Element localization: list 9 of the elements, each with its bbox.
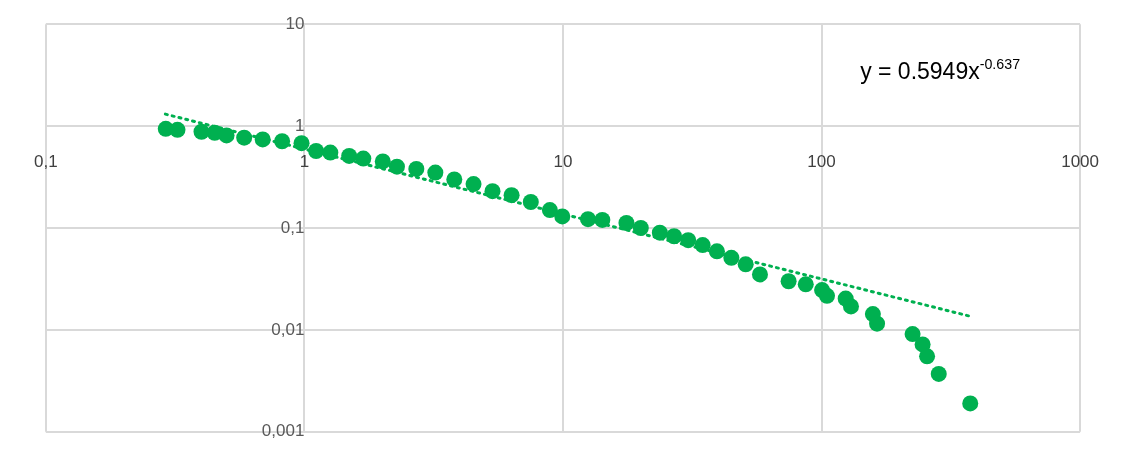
y-tick-label: 0,001 xyxy=(261,421,305,441)
x-tick-label: 10 xyxy=(553,151,573,171)
y-tick-label: 0,1 xyxy=(280,217,305,237)
y-tick-label: 10 xyxy=(285,13,305,33)
x-tick-label: 100 xyxy=(807,151,836,171)
y-tick-label: 1 xyxy=(294,115,305,135)
x-tick-label: 0,1 xyxy=(34,151,58,171)
x-tick-label: 1000 xyxy=(1061,151,1099,171)
y-tick-label: 0,01 xyxy=(271,319,305,339)
